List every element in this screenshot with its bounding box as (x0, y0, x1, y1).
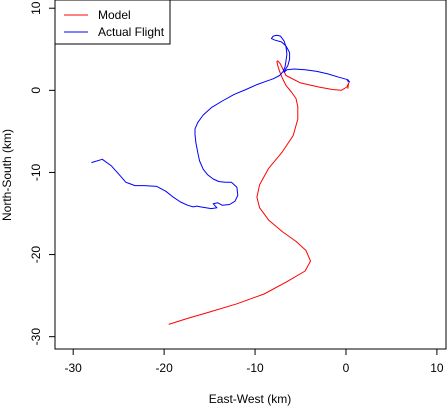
series-line-actual-flight (91, 34, 351, 210)
plot-frame (54, 0, 447, 350)
y-tick-label: 10 (29, 1, 43, 15)
y-tick-label: -20 (29, 246, 43, 264)
y-tick-label: -10 (29, 163, 43, 181)
legend-label-actual-flight: Actual Flight (98, 25, 165, 39)
series-line-model (168, 60, 350, 325)
y-tick-label: 0 (29, 87, 43, 94)
x-tick-label: -20 (155, 361, 173, 375)
legend: Model Actual Flight (54, 0, 171, 45)
x-tick-label: 10 (430, 361, 444, 375)
legend-label-model: Model (98, 8, 131, 22)
x-axis-label: East-West (km) (209, 392, 291, 406)
y-tick-label: -30 (29, 328, 43, 346)
x-tick-label: -30 (65, 361, 83, 375)
x-tick-label: -10 (246, 361, 264, 375)
y-axis-label: North-South (km) (0, 129, 14, 221)
ticks-layer: -30 -20 -10 0 10 -30 -20 -10 0 10 (29, 1, 444, 375)
legend-box (54, 0, 171, 45)
x-tick-label: 0 (343, 361, 350, 375)
series-lines (91, 34, 351, 325)
